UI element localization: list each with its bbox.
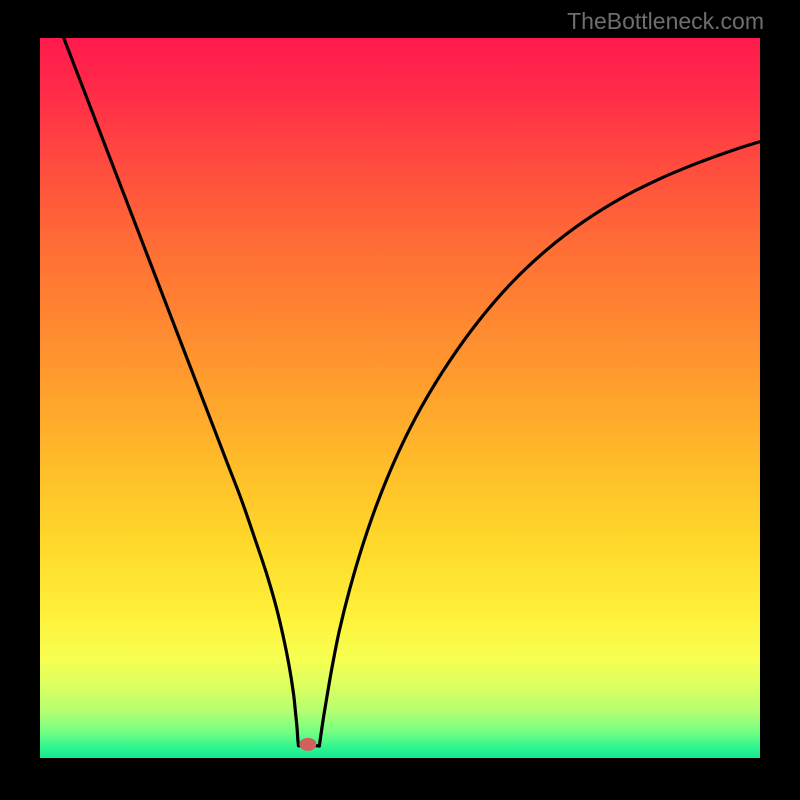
bottleneck-curve (64, 38, 760, 746)
chart-container: TheBottleneck.com (0, 0, 800, 800)
minimum-marker (300, 738, 316, 750)
curve-layer (40, 38, 760, 758)
plot-area (40, 38, 760, 758)
watermark-text: TheBottleneck.com (567, 8, 764, 35)
